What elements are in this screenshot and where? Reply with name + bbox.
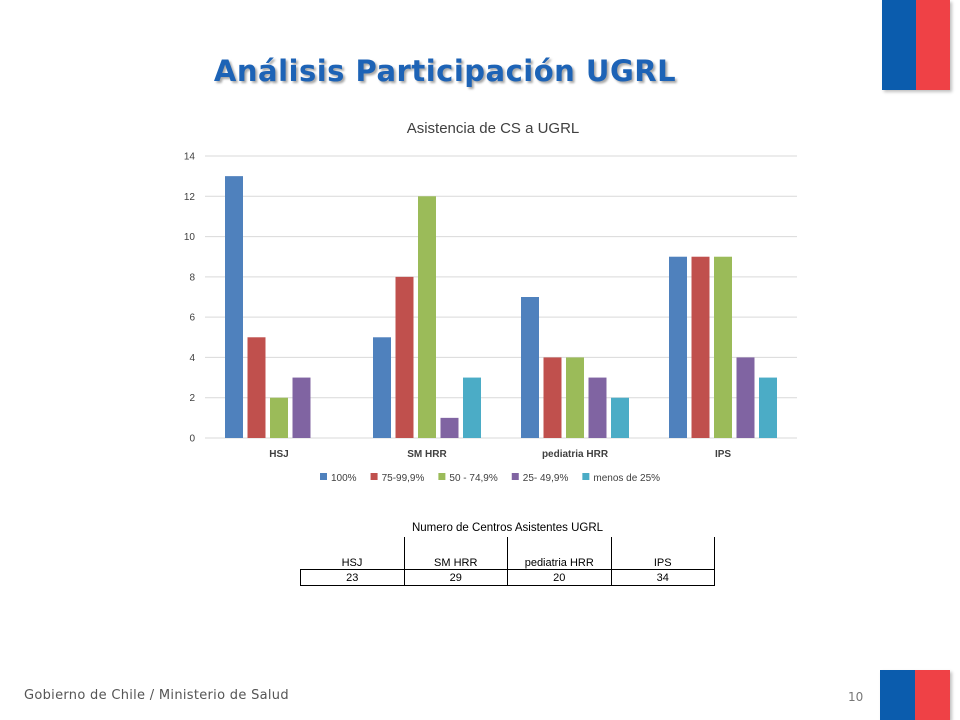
x-tick-label: SM HRR (407, 449, 447, 460)
slide-title: Análisis Participación UGRL (213, 54, 677, 88)
bar (395, 276, 414, 438)
table-cell: 20 (507, 569, 612, 586)
chile-flag-logo-top (882, 0, 950, 90)
y-tick-label: 12 (184, 192, 196, 203)
table-cell: 23 (300, 569, 405, 586)
bar (566, 357, 584, 438)
y-tick-label: 8 (189, 272, 195, 283)
y-tick-label: 10 (184, 232, 196, 243)
legend-label: 25- 49,9% (523, 473, 569, 484)
bar-chart: Asistencia de CS a UGRL 0 2 4 6 8 10 12 14 HSJ S… (184, 120, 797, 484)
bar (440, 417, 459, 438)
flag-red-stripe (915, 670, 950, 720)
bar (736, 357, 755, 438)
table-header-cell: pediatria HRR (507, 537, 612, 570)
y-tick-label: 6 (189, 313, 195, 324)
bar (418, 196, 436, 438)
bar (463, 377, 481, 438)
bar (759, 377, 777, 438)
flag-red-stripe (916, 0, 950, 90)
y-axis: 0 2 4 6 8 10 12 14 (184, 152, 196, 445)
flag-blue-stripe (880, 670, 915, 720)
x-tick-label: HSJ (269, 449, 288, 460)
x-tick-label: pediatria HRR (542, 449, 609, 460)
footer-text: Gobierno de Chile / Ministerio de Salud (24, 688, 289, 703)
legend-label: menos de 25% (593, 473, 660, 484)
x-axis: HSJ SM HRR pediatria HRR IPS (269, 449, 731, 460)
bars (225, 176, 777, 438)
chart-legend: 100% 75-99,9% 50 - 74,9% 25- 49,9% menos de … (320, 473, 660, 484)
table-row: 23 29 20 34 (300, 569, 715, 586)
table-header-row: HSJ SM HRR pediatria HRR IPS (300, 537, 715, 570)
bar (373, 337, 391, 438)
legend-swatch (511, 473, 519, 480)
legend-swatch (582, 473, 590, 480)
bar (521, 297, 539, 438)
table-cell: 29 (403, 569, 508, 586)
y-tick-label: 14 (184, 152, 196, 163)
flag-blue-stripe (882, 0, 916, 90)
legend-label: 100% (331, 473, 357, 484)
table-header-cell: SM HRR (403, 537, 508, 570)
bar (292, 377, 311, 438)
bar (588, 377, 607, 438)
legend-swatch (438, 473, 446, 480)
legend-swatch (370, 473, 378, 480)
table-header-cell: HSJ (300, 537, 405, 570)
legend-label: 50 - 74,9% (449, 473, 497, 484)
table-caption: Numero de Centros Asistentes UGRL (411, 522, 604, 534)
y-tick-label: 0 (189, 434, 195, 445)
bar (270, 397, 288, 438)
legend-label: 75-99,9% (382, 473, 425, 484)
chile-flag-logo-bottom (880, 670, 950, 720)
y-tick-label: 2 (189, 393, 195, 404)
bar (691, 256, 710, 438)
centers-table: HSJ SM HRR pediatria HRR IPS 23 29 20 34 (300, 537, 715, 586)
x-tick-label: IPS (715, 449, 731, 460)
bar (225, 176, 243, 438)
legend-swatch (320, 473, 327, 480)
bar (714, 256, 732, 438)
bar (247, 337, 266, 438)
table-header-cell: IPS (610, 537, 715, 570)
page-number: 10 (848, 690, 864, 704)
bar (543, 357, 562, 438)
bar (611, 397, 629, 438)
bar (669, 256, 687, 438)
table-cell: 34 (610, 569, 715, 586)
y-tick-label: 4 (189, 353, 195, 364)
chart-title: Asistencia de CS a UGRL (407, 120, 580, 137)
